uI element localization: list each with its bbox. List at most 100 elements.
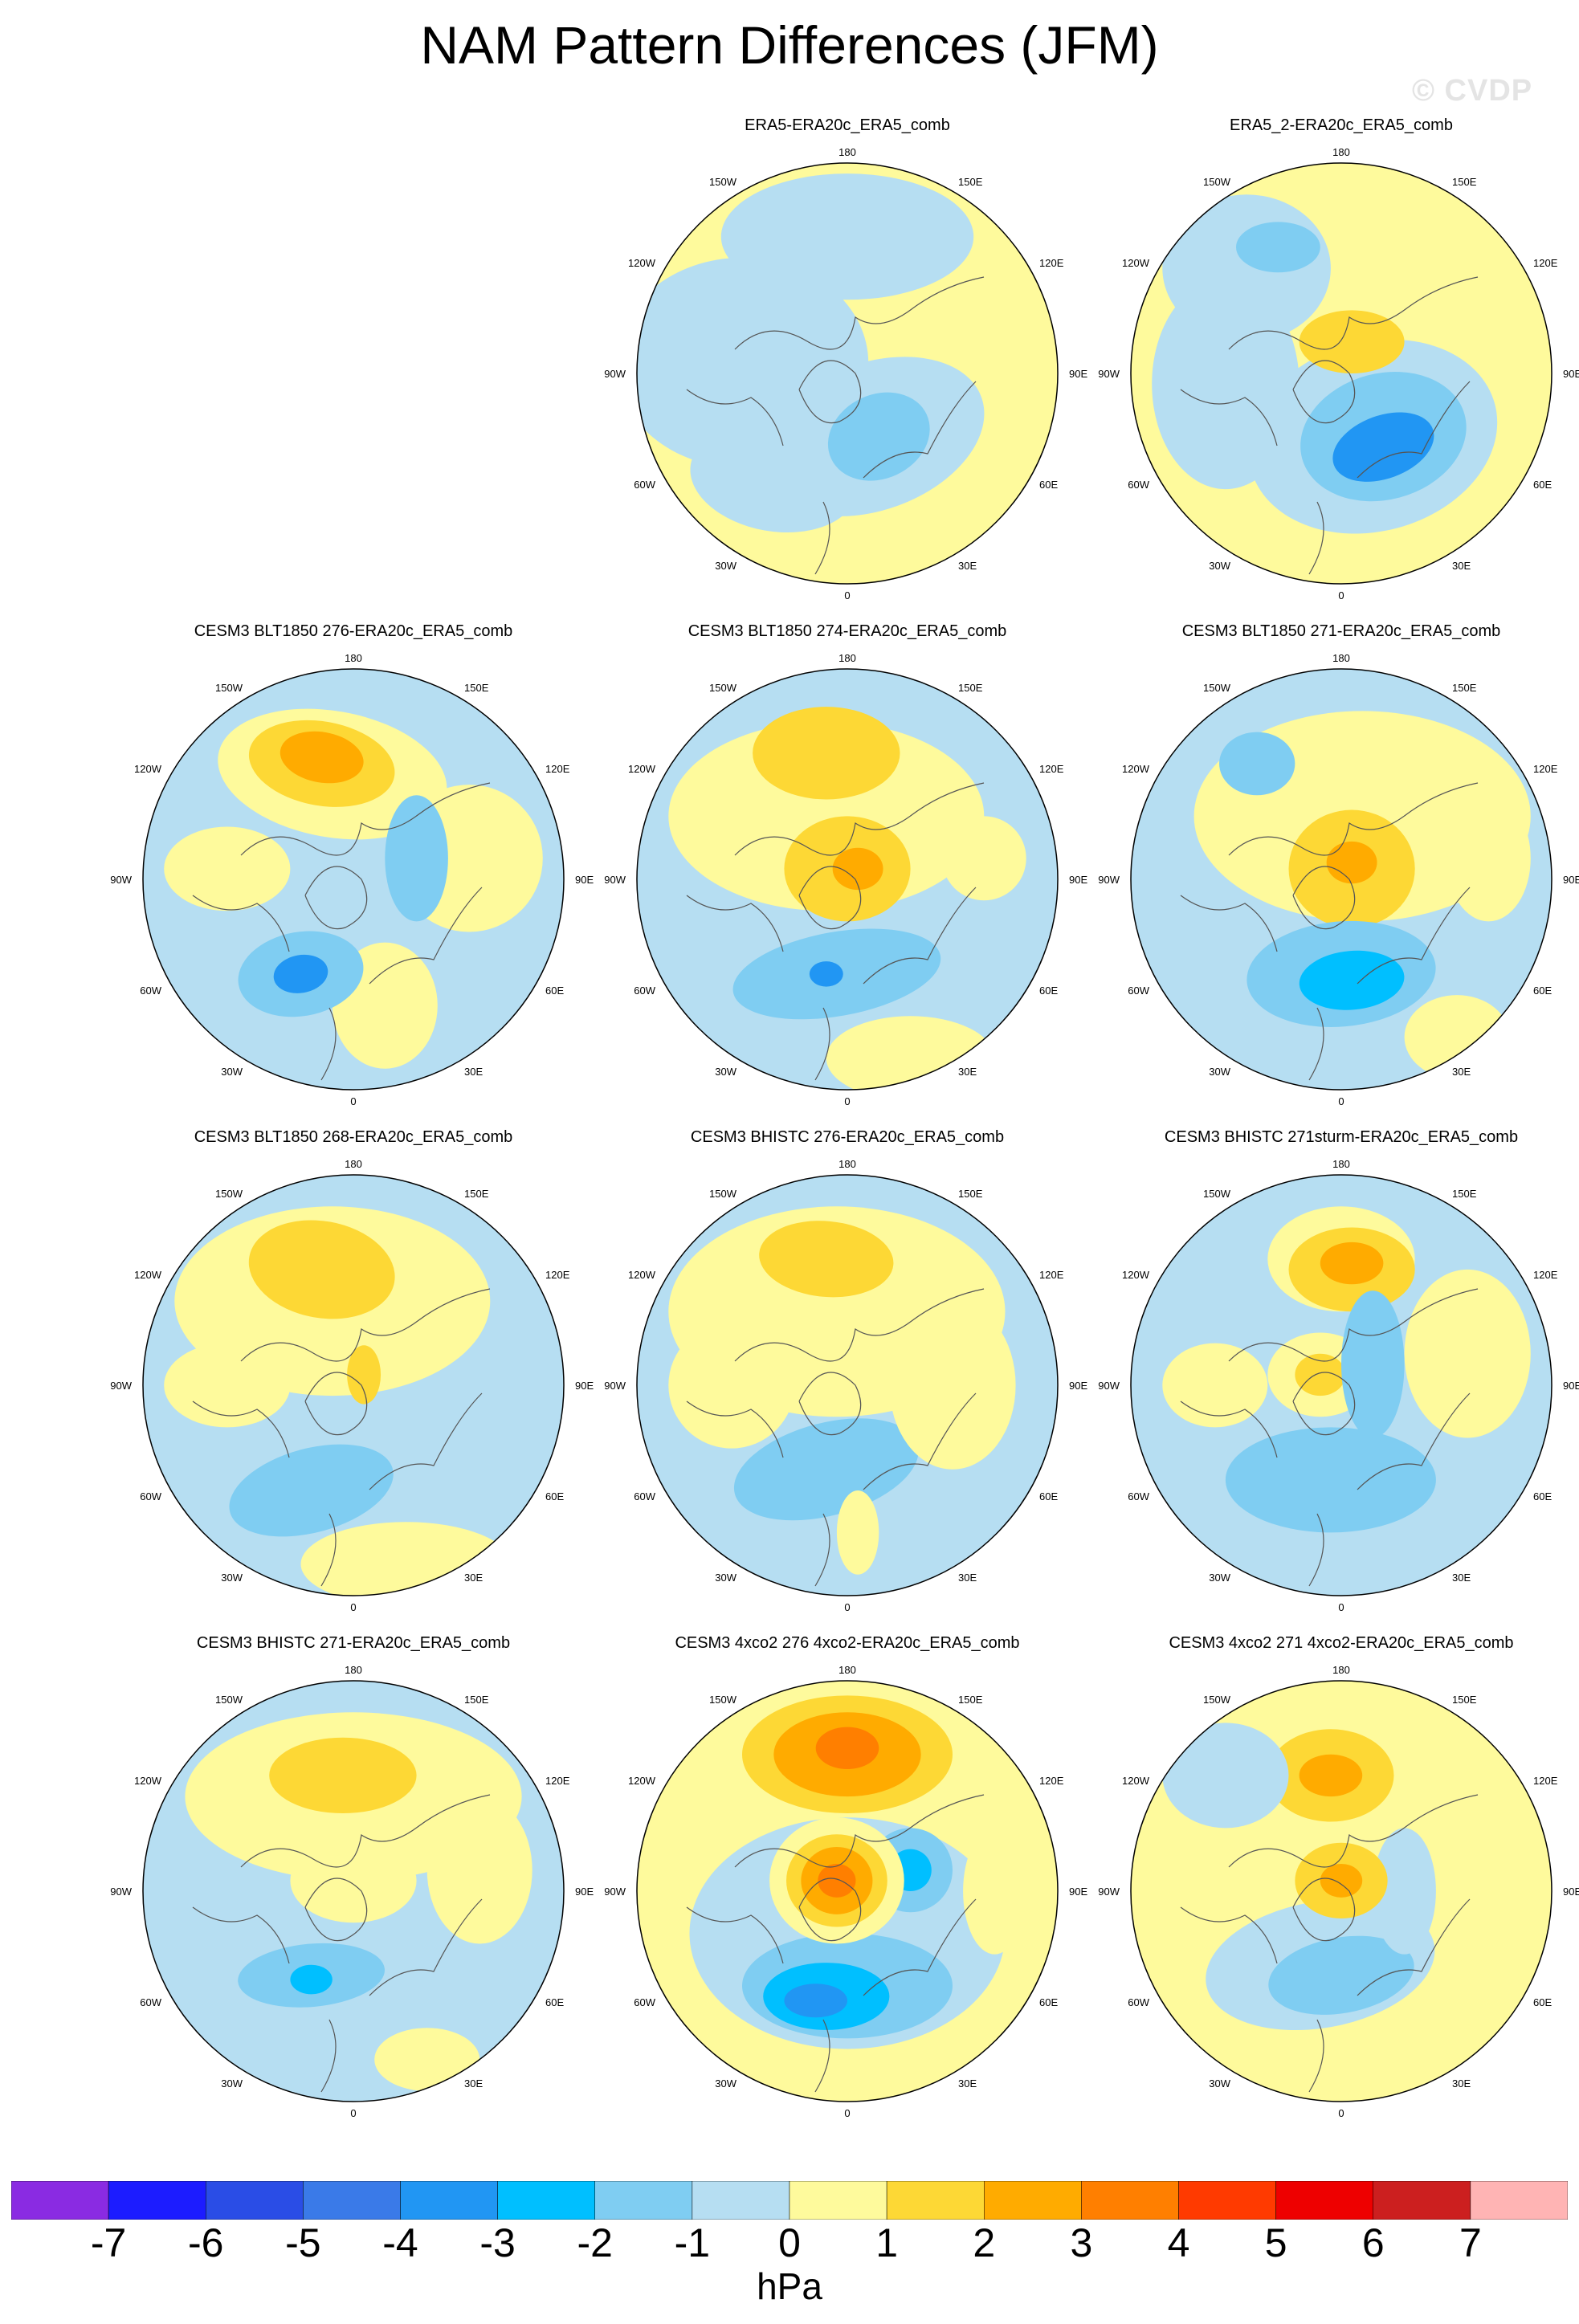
longitude-label: 60W bbox=[140, 1490, 161, 1502]
longitude-label: 90W bbox=[604, 368, 626, 380]
anomaly-contour bbox=[164, 826, 291, 911]
longitude-label: 120E bbox=[1533, 763, 1558, 775]
longitude-label: 30W bbox=[715, 2077, 736, 2090]
longitude-label: 30W bbox=[1209, 1572, 1230, 1584]
coastline bbox=[192, 1288, 491, 1587]
longitude-label: 120E bbox=[1533, 1775, 1558, 1787]
longitude-label: 150E bbox=[464, 1188, 489, 1200]
longitude-label: 0 bbox=[844, 2107, 850, 2119]
polar-stereographic-map: 180 150E 120E 90E 60E 30E 0 30W 60W 90W 120W 150W bbox=[1098, 652, 1579, 1107]
longitude-label: 0 bbox=[350, 2107, 356, 2119]
colorbar-tick-label: 0 bbox=[778, 2220, 801, 2265]
longitude-label: 60E bbox=[1533, 1996, 1552, 2008]
longitude-label: 30E bbox=[958, 1066, 977, 1078]
colorbar-tick-label: 1 bbox=[875, 2220, 899, 2265]
longitude-label: 90W bbox=[604, 1380, 626, 1392]
longitude-label: 30E bbox=[464, 2077, 483, 2090]
coastline bbox=[1180, 782, 1479, 1081]
polar-stereographic-map: 180 150E 120E 90E 60E 30E 0 30W 60W 90W 120W 150W bbox=[1098, 1664, 1579, 2119]
longitude-label: 60W bbox=[634, 1490, 655, 1502]
anomaly-contour bbox=[753, 707, 900, 800]
panel-title: CESM3 BLT1850 274-ERA20c_ERA5_comb bbox=[687, 622, 1007, 640]
map-panel: ERA5-ERA20c_ERA5_comb 180 150E 120E 90E 60E 30… bbox=[598, 116, 1096, 630]
longitude-label: 60E bbox=[1533, 985, 1552, 997]
longitude-label: 60E bbox=[1533, 479, 1552, 491]
panel-title: ERA5-ERA20c_ERA5_comb bbox=[745, 116, 950, 134]
colorbar-swatch bbox=[206, 2181, 304, 2220]
longitude-label: 180 bbox=[838, 1664, 856, 1676]
polar-stereographic-map: 180 150E 120E 90E 60E 30E 0 30W 60W 90W 120W 150W bbox=[110, 1664, 594, 2119]
longitude-label: 90W bbox=[1098, 368, 1120, 380]
anomaly-contour bbox=[815, 1727, 879, 1770]
longitude-label: 150W bbox=[1203, 682, 1231, 694]
anomaly-contour bbox=[1299, 1754, 1363, 1797]
map-border bbox=[636, 1174, 1059, 1596]
anomaly-contour bbox=[1373, 1828, 1436, 1955]
longitude-label: 30E bbox=[1452, 2077, 1471, 2090]
anomaly-contour bbox=[290, 1964, 333, 1995]
anomaly-contour bbox=[290, 1838, 417, 1923]
longitude-label: 120W bbox=[1122, 257, 1150, 269]
colorbar-tick-label: -7 bbox=[90, 2220, 127, 2265]
longitude-label: 150E bbox=[958, 1188, 983, 1200]
longitude-label: 30E bbox=[464, 1572, 483, 1584]
longitude-label: 180 bbox=[1332, 652, 1350, 664]
map-border bbox=[636, 668, 1059, 1091]
colorbar-tick-label: 5 bbox=[1264, 2220, 1287, 2265]
longitude-label: 180 bbox=[1332, 1664, 1350, 1676]
units-label: hPa bbox=[757, 2265, 822, 2307]
longitude-label: 120E bbox=[1039, 763, 1064, 775]
longitude-label: 60E bbox=[1039, 985, 1058, 997]
anomaly-contour bbox=[1341, 1290, 1405, 1438]
anomaly-contour bbox=[1236, 222, 1320, 273]
longitude-label: 30W bbox=[715, 1572, 736, 1584]
longitude-label: 120W bbox=[628, 763, 656, 775]
longitude-label: 120E bbox=[1533, 257, 1558, 269]
panel-title: CESM3 BLT1850 268-ERA20c_ERA5_comb bbox=[194, 1128, 513, 1146]
colorbar-swatch bbox=[11, 2181, 109, 2220]
colorbar-swatch bbox=[886, 2181, 985, 2220]
polar-stereographic-map: 180 150E 120E 90E 60E 30E 0 30W 60W 90W 120W 150W bbox=[604, 146, 1087, 601]
anomaly-contour bbox=[426, 1796, 532, 1944]
panel-title: CESM3 BHISTC 271-ERA20c_ERA5_comb bbox=[196, 1634, 511, 1652]
colorbar-swatch bbox=[400, 2181, 498, 2220]
longitude-label: 60W bbox=[1128, 1490, 1149, 1502]
longitude-label: 90E bbox=[575, 1380, 594, 1392]
longitude-label: 120E bbox=[1039, 1269, 1064, 1281]
anomaly-contour bbox=[832, 847, 883, 891]
anomaly-contour bbox=[941, 816, 1026, 901]
longitude-label: 90W bbox=[110, 874, 132, 886]
longitude-label: 0 bbox=[844, 1095, 850, 1107]
longitude-label: 60E bbox=[1039, 479, 1058, 491]
longitude-label: 150W bbox=[215, 682, 243, 694]
coastline bbox=[1180, 276, 1479, 575]
coastline bbox=[192, 1794, 491, 2093]
longitude-label: 120E bbox=[1039, 257, 1064, 269]
polar-stereographic-map: 180 150E 120E 90E 60E 30E 0 30W 60W 90W 120W 150W bbox=[604, 1158, 1087, 1613]
colorbar-swatch bbox=[1275, 2181, 1373, 2220]
longitude-label: 90W bbox=[1098, 1380, 1120, 1392]
map-border bbox=[1130, 162, 1552, 585]
longitude-label: 180 bbox=[838, 1158, 856, 1170]
anomaly-contour bbox=[836, 1490, 879, 1575]
colorbar-tick-label: -2 bbox=[577, 2220, 613, 2265]
map-panel: CESM3 BHISTC 271-ERA20c_ERA5_comb 180 150E… bbox=[104, 1634, 602, 2148]
longitude-label: 90W bbox=[1098, 874, 1120, 886]
longitude-label: 150E bbox=[1452, 682, 1477, 694]
longitude-label: 180 bbox=[838, 652, 856, 664]
map-border bbox=[142, 668, 565, 1091]
longitude-label: 120W bbox=[628, 257, 656, 269]
longitude-label: 60W bbox=[140, 985, 161, 997]
longitude-label: 0 bbox=[1338, 2107, 1344, 2119]
longitude-label: 30E bbox=[958, 2077, 977, 2090]
longitude-label: 30W bbox=[715, 1066, 736, 1078]
longitude-label: 30E bbox=[958, 560, 977, 572]
longitude-label: 150E bbox=[958, 682, 983, 694]
anomaly-contour bbox=[963, 1828, 1026, 1955]
longitude-label: 120E bbox=[545, 1775, 570, 1787]
map-panel: CESM3 BLT1850 268-ERA20c_ERA5_comb 180 150… bbox=[104, 1128, 602, 1642]
coastline bbox=[1180, 1288, 1479, 1587]
anomaly-contour bbox=[1162, 1723, 1289, 1829]
anomaly-contour bbox=[273, 954, 328, 993]
anomaly-contour bbox=[690, 424, 858, 533]
